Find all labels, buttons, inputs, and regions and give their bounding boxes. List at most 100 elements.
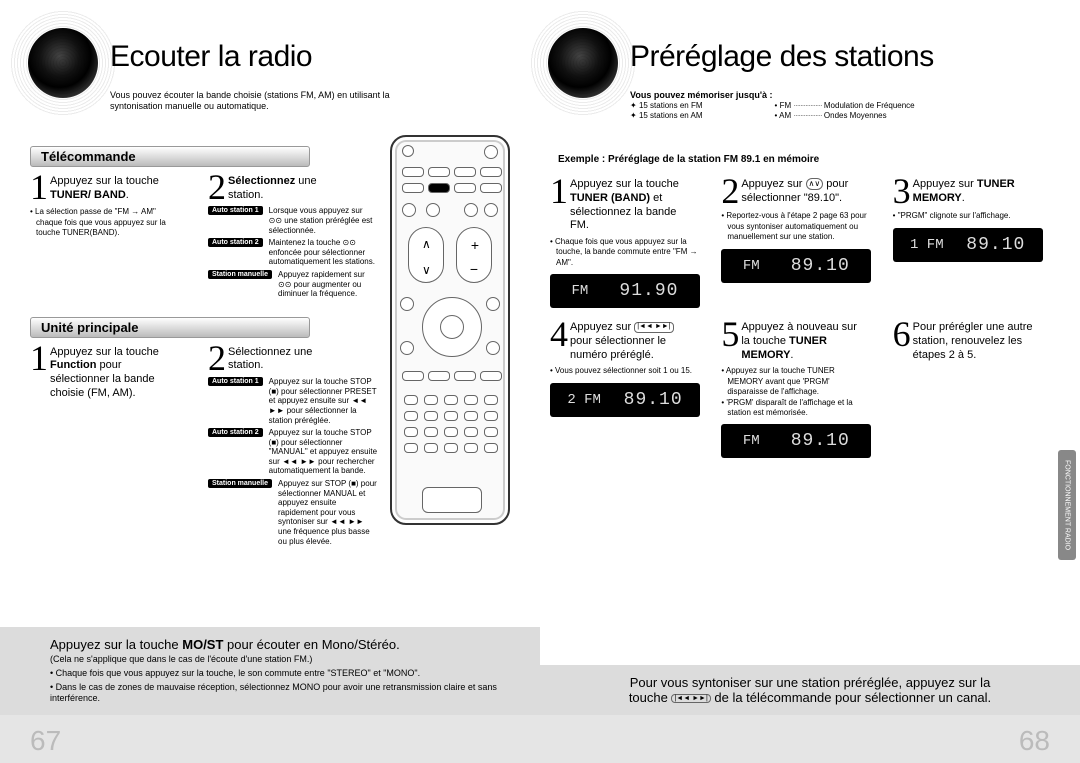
pill-row: Auto station 1 Lorsque vous appuyez sur … [208,206,378,235]
unit-step-1: 1 Appuyez sur la touche Function pour sé… [30,342,200,401]
pstep-4: 4 Appuyez sur |◄◄ ►►| pour sélectionner … [550,318,707,458]
step-num: 4 [550,318,568,362]
remote-btn [484,145,498,159]
step-num: 6 [893,318,911,362]
t: Appuyez sur la touche [50,175,159,187]
display-freq: 89.10 [624,390,683,410]
remote-btn [400,297,414,311]
bullet: Reportez-vous à l'étape 2 page 63 pour v… [721,211,871,242]
remote-btn [480,371,502,381]
pill-text: Lorsque vous appuyez sur ⊙⊙ une station … [269,206,378,235]
step-num: 2 [208,342,226,374]
pill-row: Auto station 2 Maintenez la touche ⊙⊙ en… [208,238,378,267]
bullet: La sélection passe de "FM → AM" chaque f… [30,207,180,238]
speaker-icon [548,28,618,98]
page-right: Préréglage des stations Vous pouvez mémo… [540,0,1080,763]
pill-text: Appuyez sur la touche STOP (■) pour séle… [269,428,378,476]
footer-sub: • Dans le cas de zones de mauvaise récep… [50,682,510,705]
step-num: 1 [30,342,48,374]
remote-btn [426,203,440,217]
pill-row: Auto station 1 Appuyez sur la touche STO… [208,377,378,425]
remote-btn [424,395,438,405]
pstep-1: 1 Appuyez sur la touche TUNER (BAND) et … [550,175,707,308]
preset-steps-grid: 1 Appuyez sur la touche TUNER (BAND) et … [550,175,1050,458]
lcd-display: 2 FM 89.10 [550,383,700,417]
bullet: 'PRGM' disparaît de l'affichage et la st… [721,398,871,419]
page-title-right: Préréglage des stations [630,40,934,74]
display-freq: 89.10 [791,431,850,451]
t: . [126,189,129,201]
t: La sélection passe de "FM → AM" chaque f… [35,207,166,237]
remote-btn [404,443,418,453]
bullets: Appuyez sur la touche TUNER MEMORY avant… [721,366,871,418]
footer-main: Appuyez sur la touche MO/ST pour écouter… [50,637,510,652]
remote-btn [484,411,498,421]
bullets: "PRGM" clignote sur l'affichage. [893,211,1043,221]
minus-icon: − [470,261,478,277]
remote-btn [484,427,498,437]
section-main-unit: Unité principale [30,317,310,338]
bullet: "PRGM" clignote sur l'affichage. [893,211,1043,221]
lcd-display: FM 91.90 [550,274,700,308]
remote-btn [454,167,476,177]
remote-btn [444,395,458,405]
tb: TUNER/ BAND [50,189,126,201]
remote-btn [454,183,476,193]
pill-text: Appuyez sur la touche STOP (■) pour séle… [269,377,378,425]
page-number: 67 [30,725,61,757]
pstep-5: 5 Appuyez à nouveau sur la touche TUNER … [721,318,878,458]
bullet: Chaque fois que vous appuyez sur la touc… [550,237,700,268]
speaker-icon [28,28,98,98]
t: 15 stations en AM [639,111,703,120]
remote-btn [424,411,438,421]
remote-enter [440,315,464,339]
page-left: Ecouter la radio Vous pouvez écouter la … [0,0,540,763]
t: Modulation de Fréquence [824,101,915,110]
pstep-6: 6 Pour prérégler une autre station, reno… [893,318,1050,458]
bullet: Appuyez sur la touche TUNER MEMORY avant… [721,366,871,397]
lcd-display: 1 FM 89.10 [893,228,1043,262]
step-num: 2 [208,171,226,203]
step-text: Appuyez à nouveau sur la touche TUNER ME… [741,318,861,362]
pill-row: Auto station 2 Appuyez sur la touche STO… [208,428,378,476]
remote-btn [484,203,498,217]
pill-manual: Station manuelle [208,479,272,488]
bullets: Vous pouvez sélectionner soit 1 ou 15. [550,366,700,376]
bullets: Reportez-vous à l'étape 2 page 63 pour v… [721,211,871,242]
remote-illustration: ∧ ∨ + − [390,135,510,525]
lcd-display: FM 89.10 [721,249,871,283]
tb: Sélectionnez [228,175,295,187]
footer-sub: • Chaque fois que vous appuyez sur la to… [50,668,510,680]
remote-btn [402,371,424,381]
remote-btn [404,427,418,437]
step-text: Appuyez sur TUNER MEMORY. [913,175,1033,207]
step-num: 5 [721,318,739,362]
remote-btn [464,443,478,453]
footer-main: Pour vous syntoniser sur une station pré… [590,675,1030,705]
pstep-2: 2 Appuyez sur ∧∨ pour sélectionner "89.1… [721,175,878,308]
footer-left: Appuyez sur la touche MO/ST pour écouter… [0,627,540,715]
unit-step-2: 2 Sélectionnez une station. [208,342,378,374]
step-1: 1 Appuyez sur la touche TUNER/ BAND. [30,171,200,203]
display-band: FM [743,258,760,274]
remote-btn [402,145,414,157]
step-text: Appuyez sur la touche Function pour séle… [50,342,160,401]
display-band: 2 FM [567,392,601,408]
page-number: 68 [1019,725,1050,757]
lcd-display: FM 89.10 [721,424,871,458]
remote-btn [428,167,450,177]
pill-row: Station manuelle Appuyez sur STOP (■) po… [208,479,378,546]
remote-btn [480,167,502,177]
step1-bullets: La sélection passe de "FM → AM" chaque f… [30,207,180,238]
pstep-3: 3 Appuyez sur TUNER MEMORY. "PRGM" clign… [893,175,1050,308]
remote-btn [444,443,458,453]
remote-btn [464,427,478,437]
intro-text: Vous pouvez écouter la bande choisie (st… [110,90,390,113]
pill-row: Station manuelle Appuyez rapidement sur … [208,270,378,299]
remote-btn [402,203,416,217]
step-text: Sélectionnez une station. [228,171,338,203]
t: Ondes Moyennes [824,111,887,120]
remote-steps: 1 Appuyez sur la touche TUNER/ BAND. La … [30,171,380,299]
footer-right: Pour vous syntoniser sur une station pré… [540,665,1080,715]
t: Chaque fois que vous appuyez sur la touc… [56,668,420,678]
